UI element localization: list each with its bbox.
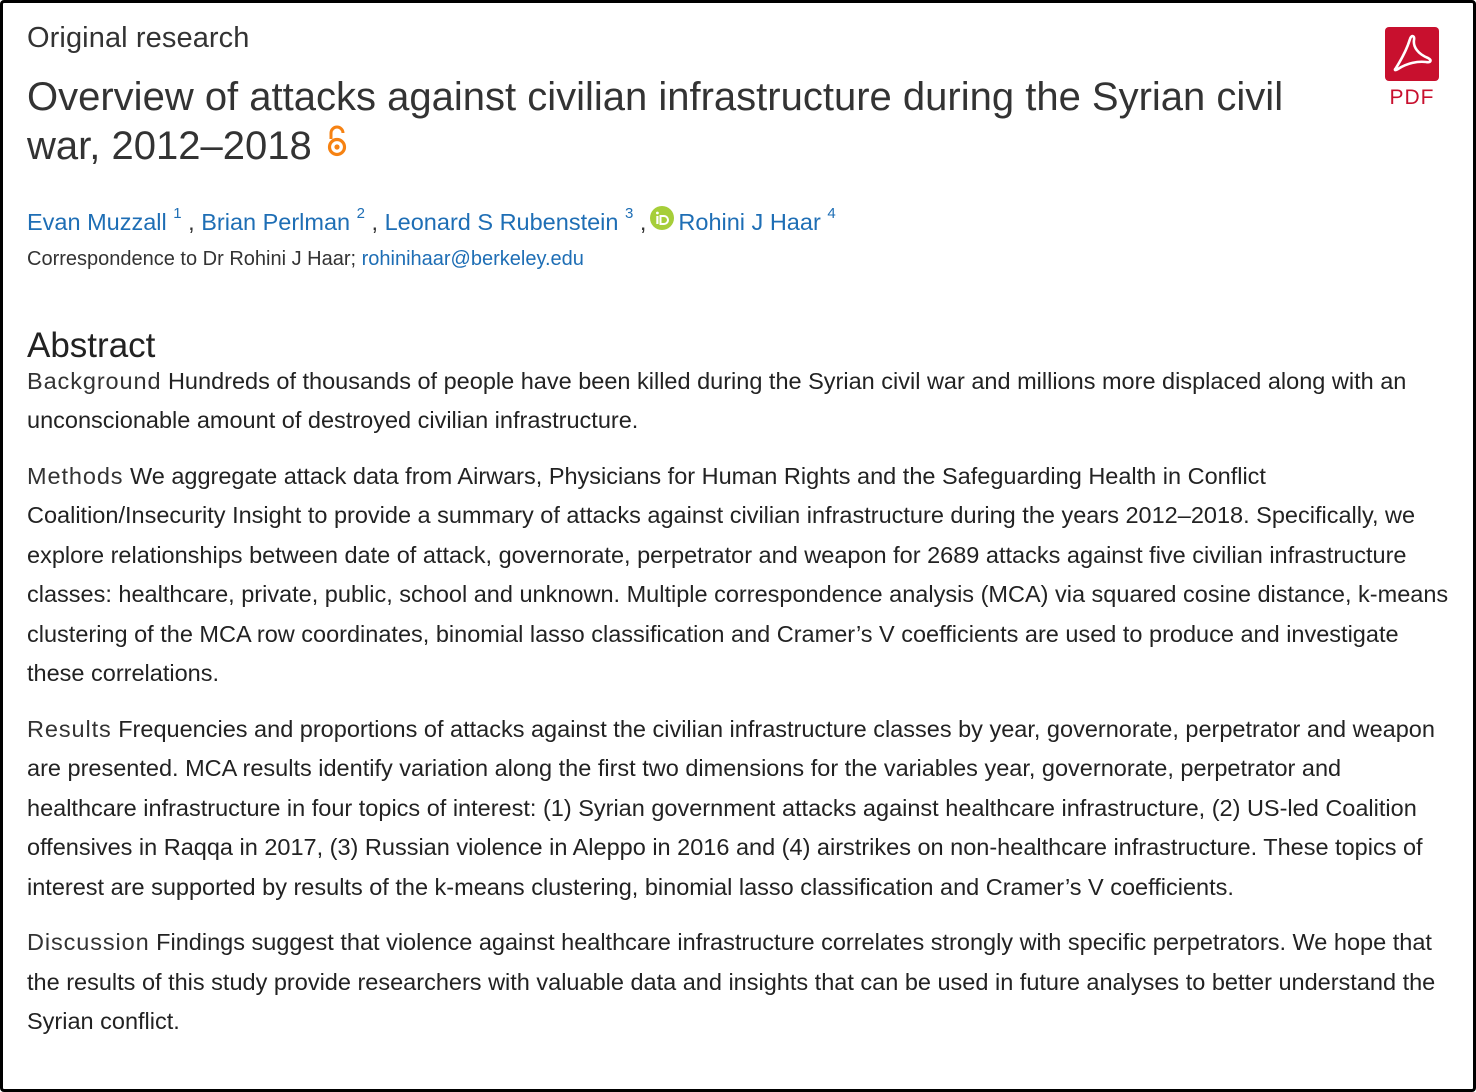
abstract-heading: Abstract [27,325,156,365]
section-text: Findings suggest that violence against h… [27,929,1436,1035]
article-header: Original research Overview of attacks ag… [27,17,1457,1058]
pdf-download-button[interactable]: PDF [1383,27,1441,110]
author-link[interactable]: Leonard S Rubenstein 3 [384,205,634,235]
abstract-background: Background Hundreds of thousands of peop… [27,362,1457,441]
article-title: Overview of attacks against civilian inf… [27,73,1307,171]
section-label: Methods [27,462,124,489]
section-label: Discussion [27,929,150,956]
author-link[interactable]: Evan Muzzall 1 [27,205,182,235]
section-label: Results [27,715,112,742]
abstract-results: Results Frequencies and proportions of a… [27,710,1457,908]
section-label: Background [27,367,162,394]
abstract-methods: Methods We aggregate attack data from Ai… [27,457,1457,694]
orcid-icon[interactable] [650,205,675,238]
correspondence-prefix: Correspondence to Dr Rohini J Haar; [27,247,357,270]
abstract-discussion: Discussion Findings suggest that violenc… [27,923,1457,1042]
author-link[interactable]: Brian Perlman 2 [201,205,365,235]
open-access-icon[interactable] [326,120,348,169]
author-separator: , [188,208,202,235]
author-separator: , [371,208,385,235]
author-link[interactable]: Rohini J Haar 4 [678,205,836,235]
correspondence-email-link[interactable]: rohinihaar@berkeley.edu [361,247,584,270]
section-text: Hundreds of thousands of people have bee… [27,367,1407,434]
pdf-label: PDF [1389,86,1435,109]
author-list: Evan Muzzall 1 , Brian Perlman 2 , Leona… [27,201,1457,238]
author-separator: , [639,208,647,235]
correspondence: Correspondence to Dr Rohini J Haar; rohi… [27,244,1457,274]
section-text: We aggregate attack data from Airwars, P… [27,462,1449,687]
article-title-text: Overview of attacks against civilian inf… [27,75,1284,168]
adobe-pdf-icon [1385,27,1439,85]
section-text: Frequencies and proportions of attacks a… [27,715,1435,900]
article-type: Original research [27,22,250,54]
